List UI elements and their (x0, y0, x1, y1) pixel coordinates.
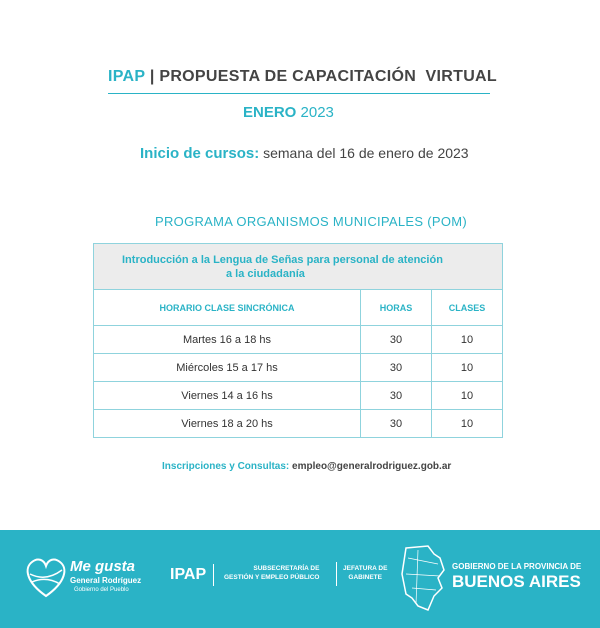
table-cell: Viernes 14 a 16 hs (93, 381, 361, 410)
separator: | (149, 68, 155, 85)
heart-logo (26, 558, 66, 598)
divider (213, 564, 214, 586)
table-cell: 30 (360, 325, 432, 354)
table-row: Martes 16 a 18 hs 30 10 (93, 325, 503, 354)
line: SUBSECRETARÍA DE (253, 565, 320, 572)
table-cell: 10 (431, 325, 503, 354)
table-cell: 10 (431, 381, 503, 410)
schedule-table: Introducción a la Lengua de Señas para p… (93, 243, 503, 438)
table-row: Viernes 18 a 20 hs 30 10 (93, 409, 503, 438)
column-header: HORARIO CLASE SINCRÓNICA (93, 289, 361, 326)
program: PROGRAMA ORGANISMOS MUNICIPALES (POM) (155, 214, 468, 229)
line: GABINETE (348, 574, 382, 581)
table-row: Viernes 14 a 16 hs 30 10 (93, 381, 503, 410)
table-cell: Viernes 18 a 20 hs (93, 409, 361, 438)
municipio-name: General Rodríguez (70, 576, 142, 585)
table-title: Introducción a la Lengua de Señas para p… (93, 243, 503, 290)
table-cell: Miércoles 15 a 17 hs (93, 353, 361, 382)
date: ENERO 2023 (243, 104, 334, 121)
brand: IPAP (108, 68, 146, 85)
start-label: Inicio de cursos: (140, 145, 260, 162)
title-line: Introducción a la Lengua de Señas para p… (122, 253, 443, 266)
table-cell: 30 (360, 353, 432, 382)
divider (336, 562, 337, 586)
subsecretaria: SUBSECRETARÍA DE GESTIÓN Y EMPLEO PÚBLICO (224, 564, 319, 582)
contact: Inscripciones y Consultas: empleo@genera… (162, 461, 451, 472)
column-header: CLASES (431, 289, 503, 326)
month: ENERO (243, 104, 297, 121)
start: Inicio de cursos: semana del 16 de enero… (140, 145, 469, 162)
email: empleo@generalrodriguez.gob.ar (292, 461, 452, 472)
province-map (401, 545, 445, 611)
footer: Me gusta General Rodríguez Gobierno del … (0, 530, 600, 628)
year: 2023 (300, 104, 334, 121)
line: JEFATURA DE (343, 565, 388, 572)
start-value: semana del 16 de enero de 2023 (263, 145, 469, 161)
province-name: BUENOS AIRES (452, 572, 581, 591)
column-header: HORAS (360, 289, 432, 326)
line: GESTIÓN Y EMPLEO PÚBLICO (224, 574, 320, 581)
province-line: GOBIERNO DE LA PROVINCIA DE (452, 562, 582, 571)
ipap-logo: IPAP (170, 566, 207, 583)
table-cell: 30 (360, 409, 432, 438)
table-cell: 10 (431, 409, 503, 438)
municipio-slogan: Me gusta (70, 558, 136, 575)
heading: IPAP | PROPUESTA DE CAPACITACIÓN VIRTUAL (108, 68, 497, 86)
title: PROPUESTA DE CAPACITACIÓN VIRTUAL (159, 68, 497, 85)
jefatura: JEFATURA DE GABINETE (343, 564, 387, 582)
title-line: a la ciudadanía (226, 267, 305, 280)
table-cell: 30 (360, 381, 432, 410)
rule (108, 93, 490, 94)
table-row: Miércoles 15 a 17 hs 30 10 (93, 353, 503, 382)
table-cell: 10 (431, 353, 503, 382)
contact-label: Inscripciones y Consultas: (162, 461, 290, 472)
municipio-tagline: Gobierno del Pueblo (74, 587, 129, 593)
table-cell: Martes 16 a 18 hs (93, 325, 361, 354)
